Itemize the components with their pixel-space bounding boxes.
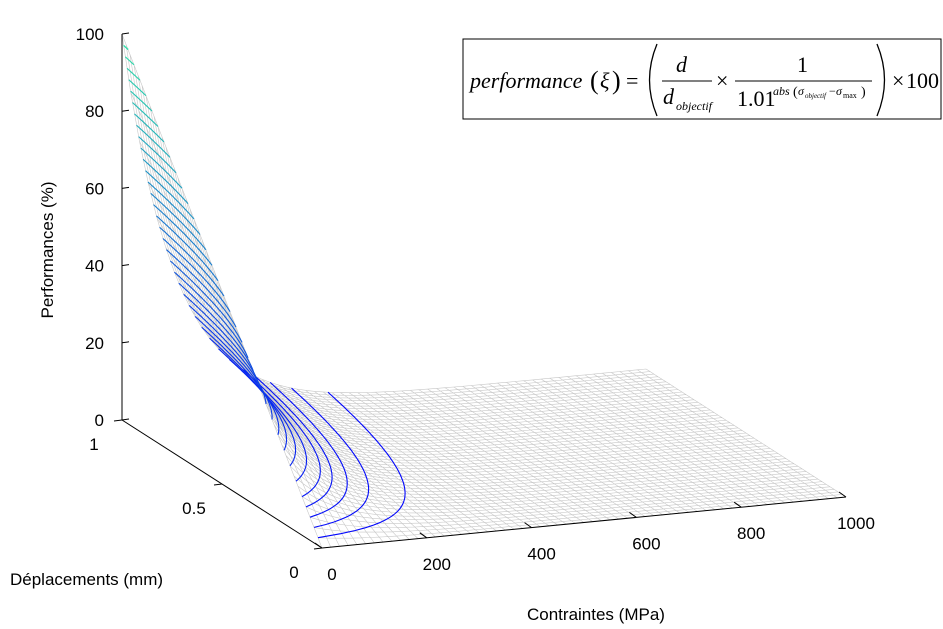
contour-line — [147, 181, 201, 235]
formula-lhs: performance — [468, 68, 583, 93]
x-tick-mark — [629, 511, 637, 518]
z-tick-mark — [121, 186, 130, 189]
z-tick-mark — [121, 341, 130, 344]
contour-line — [166, 249, 237, 328]
contour-line — [136, 124, 171, 158]
z-tick-label: 40 — [85, 257, 104, 276]
z-tick-mark — [121, 264, 130, 267]
z-axis-label: Performances (%) — [38, 182, 57, 319]
y-tick-label: 0.5 — [182, 499, 206, 518]
formula-sig-obj: σ — [798, 84, 805, 98]
contour-line — [188, 304, 267, 405]
formula-exp-paren-l: ( — [793, 85, 798, 100]
formula-big-paren-r — [876, 43, 886, 117]
x-tick-mark — [524, 522, 532, 529]
formula-times-1: × — [716, 68, 728, 93]
contour-line — [142, 158, 189, 204]
contour-line — [269, 381, 348, 518]
z-tick-label: 20 — [85, 334, 104, 353]
x-axis-label: Contraintes (MPa) — [527, 605, 665, 624]
contour-line — [123, 45, 129, 50]
y-axis-label: Déplacements (mm) — [10, 570, 163, 589]
contour-line — [138, 136, 177, 174]
z-axis: 0 20 40 60 80 100 — [76, 25, 130, 430]
contour-line — [178, 282, 255, 374]
z-tick-label: 60 — [85, 179, 104, 198]
contour-line — [145, 170, 195, 220]
x-tick-mark — [314, 542, 323, 549]
contour-line — [229, 358, 308, 482]
formula-one: 1 — [797, 52, 808, 77]
contour-line — [159, 226, 225, 297]
contour-line — [150, 192, 207, 251]
y-tick-mark — [213, 483, 223, 486]
formula-eq: = — [626, 68, 638, 93]
contour-line — [201, 326, 280, 436]
contour-line — [134, 113, 165, 143]
contour-line — [128, 79, 147, 97]
formula-d: d — [676, 52, 688, 77]
z-tick-label: 100 — [76, 25, 104, 44]
contour-line — [242, 369, 321, 498]
contour-line — [130, 90, 153, 112]
contour-line — [162, 238, 231, 312]
contour-line — [132, 102, 159, 127]
formula-paren-r: ) — [612, 66, 621, 95]
x-tick-label: 200 — [423, 555, 451, 574]
z-tick-mark — [121, 418, 130, 421]
x-tick-label: 600 — [632, 534, 660, 553]
formula-big-paren-l — [648, 43, 658, 117]
contour-line — [156, 215, 219, 282]
x-tick-label: 400 — [527, 545, 555, 564]
formula-legend: performance ( ξ ) = d d objectif × 1 1.0… — [462, 38, 942, 120]
formula-xi: ξ — [600, 68, 610, 93]
contour-line — [194, 315, 273, 420]
formula-minus: − — [829, 84, 836, 98]
y-tick-mark — [113, 419, 123, 422]
contour-line — [218, 348, 297, 467]
formula-base: 1.01 — [737, 86, 776, 111]
x-tick-label: 800 — [737, 524, 765, 543]
x-axis: 0 200 400 600 800 1000 — [314, 491, 875, 584]
z-tick-label: 80 — [85, 102, 104, 121]
contour-line — [153, 204, 213, 266]
z-tick-label: 0 — [95, 411, 104, 430]
y-axis: 00.51 — [89, 419, 323, 582]
z-tick-mark — [121, 32, 130, 35]
contour-line — [169, 260, 243, 343]
formula-sig-obj-sub: objectif — [805, 92, 827, 100]
formula-hundred: 100 — [906, 68, 939, 93]
formula-d-obj-sub: objectif — [676, 99, 714, 113]
contour-lines — [123, 45, 406, 539]
y-tick-label: 1 — [89, 435, 98, 454]
x-tick-mark — [733, 501, 742, 508]
contour-line — [140, 147, 183, 189]
z-tick-mark — [121, 109, 130, 112]
contour-line — [174, 271, 249, 359]
contour-line — [126, 67, 141, 81]
x-tick-mark — [838, 491, 847, 498]
formula-d-denom: d — [663, 84, 675, 109]
x-tick-mark — [419, 532, 428, 539]
formula-sig-max-sub: max — [843, 91, 857, 100]
x-tick-label: 1000 — [837, 514, 875, 533]
formula-sig-max: σ — [836, 84, 843, 98]
formula-abs: abs — [773, 84, 790, 98]
contour-line — [317, 391, 406, 539]
formula-exp-paren-r: ) — [861, 85, 866, 100]
y-tick-label: 0 — [289, 563, 298, 582]
contour-line — [124, 56, 135, 66]
x-tick-label: 0 — [327, 565, 336, 584]
formula-paren-l: ( — [590, 66, 599, 95]
contour-line — [291, 387, 370, 528]
y-tick-mark — [313, 547, 323, 550]
formula-times-2: × — [892, 68, 904, 93]
contour-line — [254, 375, 333, 508]
